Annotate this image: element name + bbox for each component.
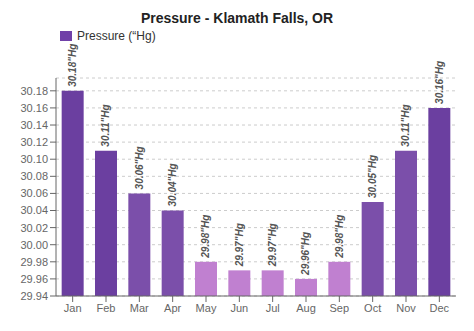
svg-text:May: May bbox=[196, 302, 217, 314]
svg-text:29.96: 29.96 bbox=[20, 273, 48, 285]
svg-text:30.16"Hg: 30.16"Hg bbox=[434, 61, 445, 104]
svg-text:29.98"Hg: 29.98"Hg bbox=[201, 215, 212, 259]
svg-text:30.06"Hg: 30.06"Hg bbox=[134, 146, 145, 189]
svg-text:30.00: 30.00 bbox=[20, 239, 48, 251]
svg-text:30.06: 30.06 bbox=[20, 187, 48, 199]
svg-text:29.98"Hg: 29.98"Hg bbox=[334, 215, 345, 259]
svg-text:30.02: 30.02 bbox=[20, 222, 48, 234]
svg-text:30.18"Hg: 30.18"Hg bbox=[67, 44, 78, 87]
svg-text:Jul: Jul bbox=[266, 302, 280, 314]
svg-text:Feb: Feb bbox=[97, 302, 116, 314]
svg-text:29.97"Hg: 29.97"Hg bbox=[234, 223, 245, 267]
svg-text:Sep: Sep bbox=[330, 302, 350, 314]
html-text:Pressure (“Hg): Pressure (“Hg) bbox=[77, 29, 156, 43]
svg-text:Apr: Apr bbox=[164, 302, 181, 314]
svg-text:29.96"Hg: 29.96"Hg bbox=[301, 232, 312, 276]
svg-text:30.10: 30.10 bbox=[20, 153, 48, 165]
svg-text:30.08: 30.08 bbox=[20, 170, 48, 182]
svg-text:29.94: 29.94 bbox=[20, 290, 48, 302]
svg-text:30.05"Hg: 30.05"Hg bbox=[367, 155, 378, 198]
svg-text:Oct: Oct bbox=[364, 302, 381, 314]
svg-text:30.18: 30.18 bbox=[20, 85, 48, 97]
svg-text:30.11"Hg: 30.11"Hg bbox=[101, 104, 112, 146]
svg-text:Nov: Nov bbox=[396, 302, 416, 314]
svg-text:30.11"Hg: 30.11"Hg bbox=[401, 104, 412, 146]
svg-text:30.16: 30.16 bbox=[20, 102, 48, 114]
html-text:Pressure - Klamath Falls, OR: Pressure - Klamath Falls, OR bbox=[140, 10, 334, 26]
svg-text:30.04: 30.04 bbox=[20, 204, 48, 216]
svg-text:Jan: Jan bbox=[64, 302, 82, 314]
svg-text:Jun: Jun bbox=[230, 302, 248, 314]
svg-text:29.98: 29.98 bbox=[20, 256, 48, 268]
svg-text:30.04"Hg: 30.04"Hg bbox=[167, 163, 178, 206]
svg-text:Aug: Aug bbox=[296, 302, 316, 314]
svg-text:30.12: 30.12 bbox=[20, 136, 48, 148]
svg-text:30.14: 30.14 bbox=[20, 119, 48, 131]
svg-text:29.97"Hg: 29.97"Hg bbox=[267, 223, 278, 267]
svg-text:Mar: Mar bbox=[130, 302, 149, 314]
svg-text:Dec: Dec bbox=[430, 302, 450, 314]
